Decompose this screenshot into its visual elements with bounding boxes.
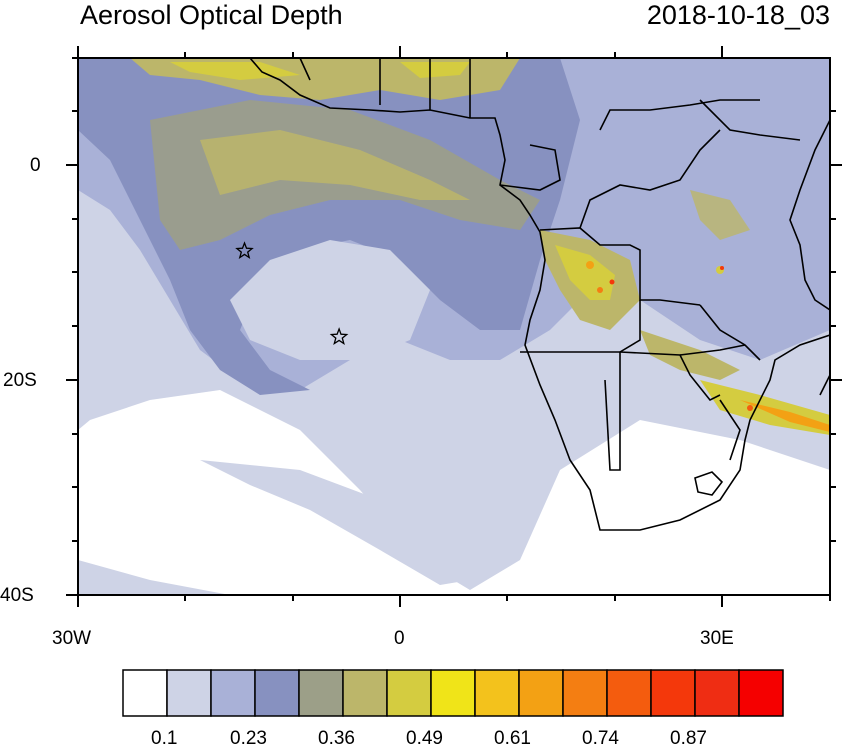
colorbar-label: 0.61 bbox=[494, 728, 531, 749]
colorbar-box bbox=[386, 669, 432, 717]
colorbar-box bbox=[606, 669, 652, 717]
y-label-40s: 40S bbox=[0, 585, 34, 606]
y-label-0: 0 bbox=[30, 155, 41, 176]
star-marker-1 bbox=[235, 241, 254, 259]
colorbar-box bbox=[474, 669, 520, 717]
colorbar-label: 0.23 bbox=[230, 728, 267, 749]
colorbar-label: 0.1 bbox=[151, 728, 178, 749]
colorbar-box bbox=[298, 669, 344, 717]
colorbar-box bbox=[694, 669, 740, 717]
markers-layer bbox=[235, 241, 349, 345]
colorbar bbox=[122, 669, 784, 717]
colorbar-box bbox=[342, 669, 388, 717]
x-label-0: 0 bbox=[394, 628, 405, 649]
axis-ticks bbox=[66, 46, 842, 607]
colorbar-box bbox=[430, 669, 476, 717]
y-label-20s: 20S bbox=[3, 370, 37, 391]
timestamp-label: 2018-10-18_03 bbox=[646, 0, 830, 30]
colorbar-label: 0.49 bbox=[406, 728, 443, 749]
map-title: Aerosol Optical Depth bbox=[80, 0, 343, 30]
aod-field bbox=[78, 58, 830, 595]
star-marker-2 bbox=[329, 327, 349, 345]
colorbar-box bbox=[562, 669, 608, 717]
colorbar-box bbox=[254, 669, 300, 717]
coastlines bbox=[249, 58, 830, 531]
colorbar-box bbox=[210, 669, 256, 717]
colorbar-label: 0.36 bbox=[318, 728, 355, 749]
x-label-30e: 30E bbox=[700, 628, 734, 649]
colorbar-label: 0.74 bbox=[582, 728, 619, 749]
colorbar-box bbox=[166, 669, 212, 717]
colorbar-box bbox=[122, 669, 168, 717]
colorbar-box bbox=[650, 669, 696, 717]
x-label-30w: 30W bbox=[52, 628, 92, 649]
colorbar-box bbox=[738, 669, 784, 717]
colorbar-box bbox=[518, 669, 564, 717]
colorbar-label: 0.87 bbox=[670, 728, 707, 749]
